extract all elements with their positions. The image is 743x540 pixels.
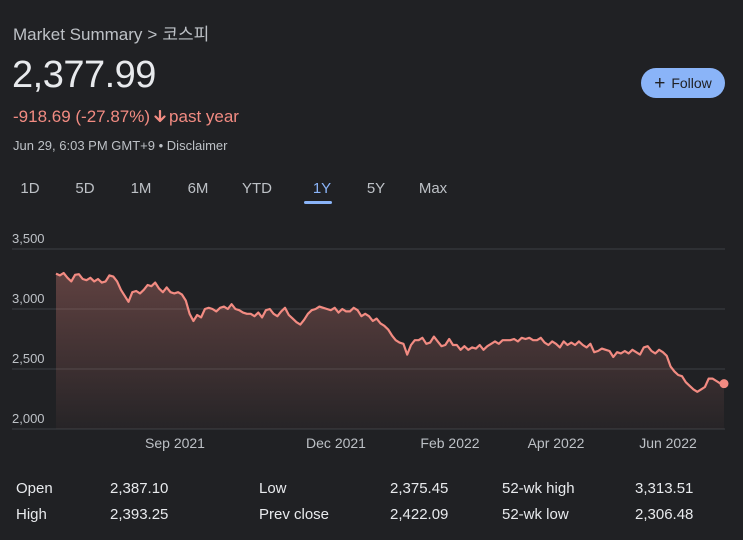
breadcrumb: Market Summary > 코스피 [13, 20, 209, 45]
current-price: 2,377.99 [12, 54, 156, 96]
price-line [55, 271, 725, 393]
follow-label: Follow [671, 75, 712, 91]
stats-table: Open 2,387.10 High 2,393.25 Low 2,375.45… [0, 476, 743, 536]
plus-icon: + [654, 72, 666, 94]
price-change-value: -918.69 (-27.87%) [13, 107, 151, 126]
stat-value-52wk-high: 3,313.51 [635, 480, 694, 497]
y-tick-label: 3,000 [12, 291, 45, 306]
x-tick-label: Feb 2022 [420, 435, 479, 451]
quote-meta: Jun 29, 6:03 PM GMT+9 • Disclaimer [13, 138, 227, 153]
tab-1d[interactable]: 1D [20, 180, 40, 197]
y-tick-label: 2,500 [12, 351, 45, 366]
meta-separator: • [158, 138, 164, 153]
breadcrumb-separator: > [147, 25, 158, 44]
breadcrumb-current: 코스피 [162, 25, 210, 44]
active-tab-indicator [304, 201, 332, 204]
current-point-marker [719, 379, 729, 389]
stat-value-prev-close: 2,422.09 [390, 506, 449, 523]
price-chart[interactable]: 3,500 3,000 2,500 2,000 Sep 2021 Dec 2021 Feb … [0, 230, 743, 462]
tab-1m[interactable]: 1M [130, 180, 152, 197]
tab-5d[interactable]: 5D [75, 180, 95, 197]
price-change: -918.69 (-27.87%) past year [13, 107, 239, 127]
stat-label-52wk-high: 52-wk high [502, 480, 575, 497]
tab-max[interactable]: Max [418, 180, 448, 197]
tab-6m[interactable]: 6M [187, 180, 209, 197]
x-tick-label: Apr 2022 [528, 435, 585, 451]
stat-label-open: Open [16, 480, 53, 497]
y-tick-label: 2,000 [12, 411, 45, 426]
change-period: past year [169, 107, 239, 126]
tab-ytd[interactable]: YTD [242, 180, 272, 197]
x-tick-label: Dec 2021 [306, 435, 366, 451]
stat-label-low: Low [259, 480, 287, 497]
stat-value-high: 2,393.25 [110, 506, 169, 523]
down-arrow-icon [154, 107, 166, 126]
stat-label-high: High [16, 506, 47, 523]
x-tick-label: Sep 2021 [145, 435, 205, 451]
breadcrumb-parent-link[interactable]: Market Summary [13, 25, 143, 44]
disclaimer-link[interactable]: Disclaimer [166, 138, 228, 153]
price-area [56, 273, 724, 429]
stat-value-open: 2,387.10 [110, 480, 169, 497]
stat-value-low: 2,375.45 [390, 480, 449, 497]
x-tick-label: Jun 2022 [639, 435, 697, 451]
y-tick-label: 3,500 [12, 231, 45, 246]
stat-label-prev-close: Prev close [259, 506, 330, 523]
range-tabs: 1D 5D 1M 6M YTD 1Y 5Y Max [0, 176, 500, 208]
tab-1y[interactable]: 1Y [312, 180, 332, 197]
tab-5y[interactable]: 5Y [366, 180, 386, 197]
quote-timestamp: Jun 29, 6:03 PM GMT+9 [13, 138, 155, 153]
stat-value-52wk-low: 2,306.48 [635, 506, 694, 523]
stat-label-52wk-low: 52-wk low [502, 506, 569, 523]
follow-button[interactable]: + Follow [641, 68, 725, 98]
